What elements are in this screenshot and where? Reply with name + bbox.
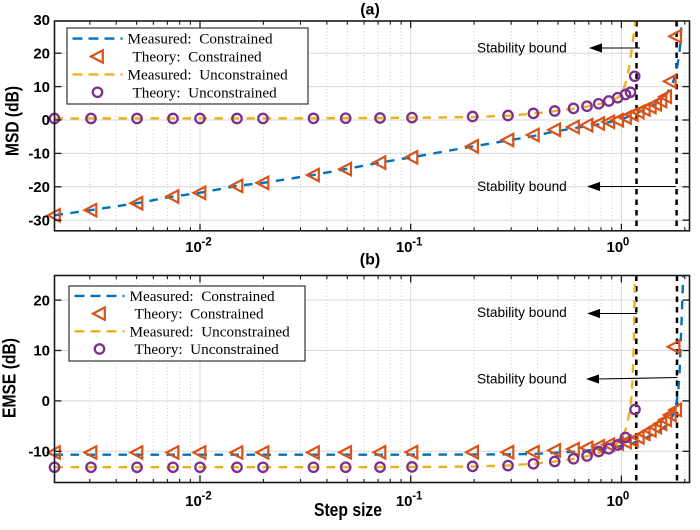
svg-text:Stability bound: Stability bound xyxy=(477,41,567,56)
svg-text:0: 0 xyxy=(42,393,50,410)
svg-text:Theory: Constrained: Theory: Constrained xyxy=(135,306,264,323)
svg-text:-30: -30 xyxy=(28,212,50,229)
svg-text:10: 10 xyxy=(33,343,50,360)
svg-text:20: 20 xyxy=(33,292,50,309)
svg-text:Theory: Constrained: Theory: Constrained xyxy=(133,49,262,66)
svg-text:Stability bound: Stability bound xyxy=(477,372,567,387)
svg-text:10: 10 xyxy=(607,239,624,256)
svg-text:MSD (dB): MSD (dB) xyxy=(2,86,23,156)
svg-text:(b): (b) xyxy=(360,252,380,269)
svg-text:0: 0 xyxy=(623,491,629,503)
svg-text:Theory: Unconstrained: Theory: Unconstrained xyxy=(133,84,278,101)
svg-text:Measured: Constrained: Measured: Constrained xyxy=(128,31,273,48)
svg-text:-10: -10 xyxy=(28,146,50,163)
svg-text:10: 10 xyxy=(185,239,202,256)
svg-text:-1: -1 xyxy=(412,237,423,249)
svg-text:10: 10 xyxy=(396,493,413,510)
svg-text:-2: -2 xyxy=(202,237,212,249)
svg-text:0: 0 xyxy=(623,237,629,249)
svg-text:(a): (a) xyxy=(360,2,380,19)
svg-text:Measured: Unconstrained: Measured: Unconstrained xyxy=(130,323,291,340)
svg-text:30: 30 xyxy=(33,12,50,29)
svg-text:20: 20 xyxy=(33,45,50,62)
svg-text:10: 10 xyxy=(185,493,202,510)
svg-text:-2: -2 xyxy=(202,491,212,503)
svg-text:Stability bound: Stability bound xyxy=(477,305,567,320)
svg-text:-20: -20 xyxy=(28,179,50,196)
svg-text:0: 0 xyxy=(42,112,50,129)
svg-text:-10: -10 xyxy=(28,444,50,461)
svg-text:-1: -1 xyxy=(412,491,423,503)
svg-text:Theory: Unconstrained: Theory: Unconstrained xyxy=(135,341,280,358)
svg-text:10: 10 xyxy=(396,239,413,256)
svg-text:EMSE (dB): EMSE (dB) xyxy=(0,338,20,418)
svg-text:Measured: Constrained: Measured: Constrained xyxy=(130,288,275,305)
svg-text:Stability bound: Stability bound xyxy=(477,179,567,194)
svg-text:10: 10 xyxy=(607,493,624,510)
svg-text:Step size: Step size xyxy=(314,499,382,520)
svg-text:Measured: Unconstrained: Measured: Unconstrained xyxy=(128,66,289,83)
svg-text:10: 10 xyxy=(33,79,50,96)
